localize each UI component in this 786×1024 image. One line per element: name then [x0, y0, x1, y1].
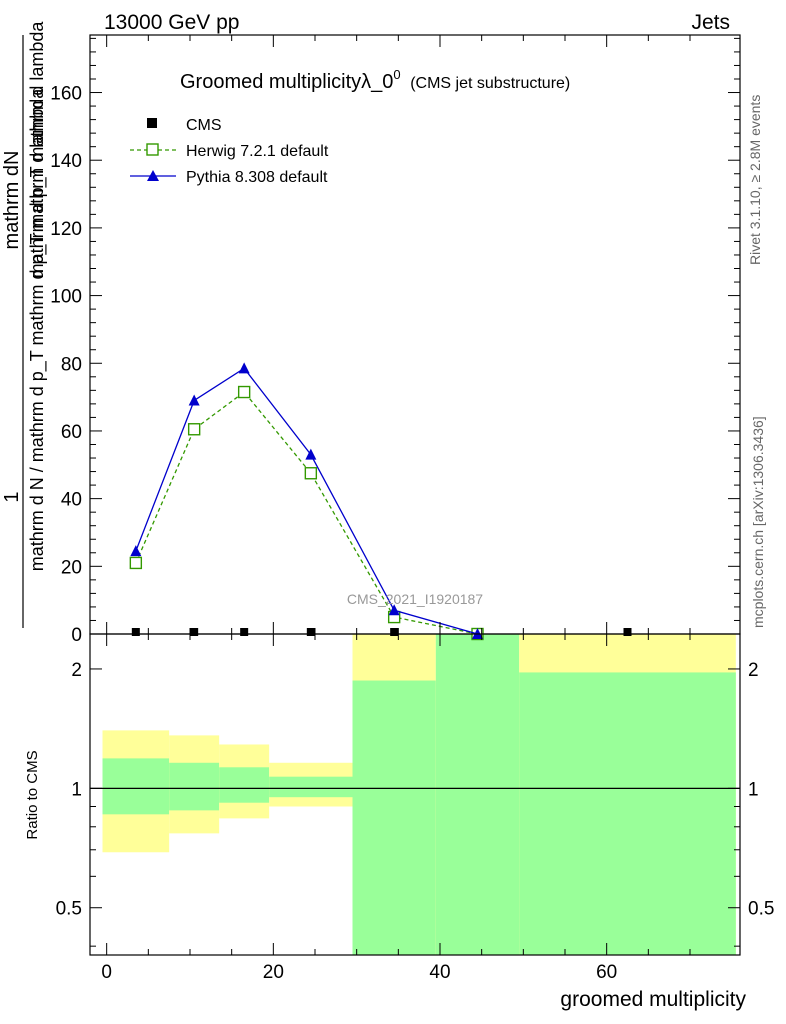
ratio-ylabel: Ratio to CMS — [24, 750, 41, 839]
ratio-tick-label-right: 2 — [748, 660, 759, 681]
cms-point — [390, 628, 399, 636]
series-line-2 — [135, 367, 478, 635]
cms-point — [306, 628, 315, 636]
ylabel-numerator: 1 — [1, 491, 23, 502]
y-tick-label: 40 — [61, 490, 82, 511]
pythia-point — [305, 448, 317, 460]
ratio-band-green — [169, 762, 220, 811]
y-tick-label: 100 — [50, 287, 82, 308]
y-tick-label: 140 — [50, 151, 82, 172]
main-ylabel: 1 mathrm dN mathrm d p_T mathrm d lambda… — [1, 21, 48, 628]
rivet-info-label: Rivet 3.1.10, ≥ 2.8M events — [747, 95, 763, 265]
cms-point — [131, 628, 140, 636]
pythia-point — [188, 394, 200, 406]
cms-point — [240, 628, 249, 636]
ratio-tick-label: 1 — [71, 779, 82, 800]
ratio-band-green — [102, 758, 170, 815]
ratio-tick-label: 0.5 — [56, 899, 82, 920]
ylabel-upper: mathrm dN — [1, 151, 23, 250]
x-tick-label: 20 — [263, 962, 284, 983]
x-tick-label: 40 — [429, 962, 450, 983]
x-ticks: 0 20 40 60 — [101, 35, 691, 983]
legend-cms-label: CMS — [186, 117, 222, 134]
legend-cms-marker — [147, 118, 157, 128]
ratio-bands — [102, 634, 736, 955]
y-tick-label: 120 — [50, 219, 82, 240]
ratio-band-green — [435, 634, 520, 955]
herwig-point — [237, 385, 251, 399]
herwig-point — [304, 467, 318, 480]
cms-point — [190, 628, 199, 636]
y-tick-label: 0 — [71, 625, 82, 646]
watermark-label: CMS_2021_I1920187 — [347, 591, 483, 607]
main-series — [129, 362, 632, 641]
header-energy-label: 13000 GeV pp — [104, 11, 239, 34]
ratio-tick-label: 2 — [71, 660, 82, 681]
legend-herwig-label: Herwig 7.2.1 default — [186, 143, 329, 160]
x-tick-label: 60 — [596, 962, 617, 983]
series-line-1 — [135, 391, 478, 635]
legend-pythia-label: Pythia 8.308 default — [186, 169, 328, 186]
pythia-point — [388, 604, 400, 616]
legend: CMS Herwig 7.2.1 default Pythia 8.308 de… — [130, 117, 329, 186]
x-axis-label: groomed multiplicity — [560, 988, 746, 1011]
y-tick-label: 20 — [61, 557, 82, 578]
ratio-band-green — [219, 767, 270, 803]
y-tick-label: 60 — [61, 422, 82, 443]
cms-point — [623, 628, 632, 636]
plot-title: Groomed multiplicityλ_00 (CMS jet substr… — [180, 62, 570, 93]
legend-herwig-marker — [146, 143, 159, 156]
ratio-tick-label-right: 1 — [748, 779, 759, 800]
ylabel-denominator: mathrm d N / mathrm d p_T mathrm d p_T m… — [27, 88, 48, 571]
ratio-ticks: 0.5 0.5 1 1 2 2 — [56, 660, 774, 947]
header-process-label: Jets — [691, 11, 730, 34]
ratio-tick-label-right: 0.5 — [748, 899, 774, 920]
pythia-point — [130, 545, 142, 557]
ratio-plot-frame — [89, 633, 741, 956]
ylabel-lower: mathrm d p_T mathrm d lambda — [27, 21, 48, 279]
ratio-band-green — [352, 680, 436, 955]
legend-pythia-marker — [147, 170, 159, 181]
pythia-point — [238, 362, 250, 374]
mcplots-info-label: mcplots.cern.ch [arXiv:1306.3436] — [750, 416, 766, 628]
y-tick-label: 160 — [50, 84, 82, 105]
y-tick-label: 80 — [61, 354, 82, 375]
x-tick-label: 0 — [101, 962, 112, 983]
herwig-point — [187, 423, 201, 436]
herwig-point — [129, 556, 143, 570]
ratio-band-green — [519, 672, 736, 955]
main-ticks: 0 20 40 60 80 100 120 140 160 — [50, 37, 740, 646]
ratio-band-green — [269, 776, 353, 798]
